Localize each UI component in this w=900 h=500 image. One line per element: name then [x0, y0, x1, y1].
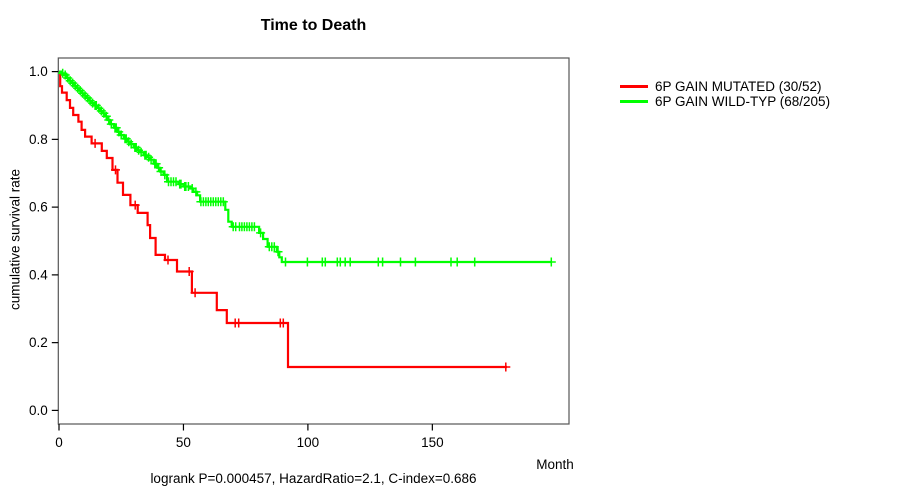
y-tick-label: 0.2 — [29, 335, 48, 350]
stats-caption: logrank P=0.000457, HazardRatio=2.1, C-i… — [150, 471, 477, 486]
x-tick-label: 50 — [176, 435, 191, 450]
censor-marks-wildtype — [58, 68, 556, 267]
legend-item-wildtype: 6P GAIN WILD-TYP (68/205) — [620, 94, 830, 109]
legend-swatch-wildtype — [620, 100, 648, 103]
x-tick-label: 100 — [297, 435, 320, 450]
x-tick-label: 0 — [55, 435, 63, 450]
y-axis-title: cumulative survival rate — [7, 168, 23, 311]
legend-item-mutated: 6P GAIN MUTATED (30/52) — [620, 79, 830, 94]
legend: 6P GAIN MUTATED (30/52) 6P GAIN WILD-TYP… — [620, 79, 830, 109]
legend-swatch-mutated — [620, 85, 648, 88]
x-tick-label: 150 — [421, 435, 444, 450]
x-axis-title: Month — [536, 457, 574, 472]
legend-label-mutated: 6P GAIN MUTATED (30/52) — [655, 79, 822, 94]
y-tick-label: 0.0 — [29, 403, 48, 418]
y-tick-label: 1.0 — [29, 64, 48, 79]
km-curve-wildtype — [59, 70, 552, 264]
y-tick-label: 0.6 — [29, 200, 48, 215]
chart-title: Time to Death — [260, 17, 367, 34]
y-tick-label: 0.8 — [29, 132, 48, 147]
legend-label-wildtype: 6P GAIN WILD-TYP (68/205) — [655, 94, 831, 109]
y-tick-label: 0.4 — [29, 267, 48, 282]
km-curve-mutated — [59, 70, 507, 369]
censor-marks-mutated — [90, 138, 511, 372]
plot-frame — [57, 57, 570, 425]
